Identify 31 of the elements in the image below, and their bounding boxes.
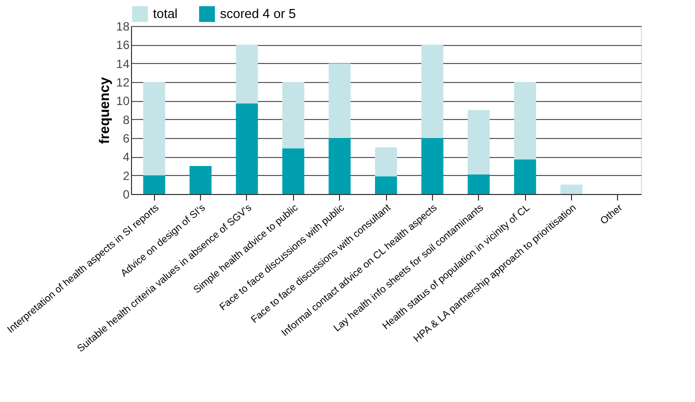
bar — [143, 82, 166, 176]
y-tick-label: 14 — [116, 56, 130, 71]
bar — [514, 159, 536, 194]
bar — [421, 44, 444, 138]
y-tick-label: 2 — [122, 168, 130, 183]
bar — [236, 44, 258, 104]
legend-label: scored 4 or 5 — [220, 6, 296, 22]
y-tick-label: 12 — [116, 76, 130, 90]
y-tick-label: 0 — [122, 188, 130, 202]
bar — [514, 82, 536, 160]
y-tick-label: 4 — [122, 150, 130, 164]
bar — [421, 138, 444, 194]
y-tick-label: 16 — [116, 38, 130, 52]
legend-label: total — [153, 6, 178, 22]
y-tick-label: 8 — [122, 112, 130, 127]
bar — [468, 174, 490, 194]
y-tick-label: 6 — [122, 132, 130, 146]
bar — [560, 184, 582, 194]
bar — [282, 82, 304, 148]
bar — [375, 176, 397, 194]
bar — [328, 63, 351, 138]
bar — [328, 138, 351, 194]
bar — [375, 147, 397, 176]
y-tick-label: 10 — [116, 94, 130, 108]
y-axis-title: frequency — [96, 76, 112, 144]
bar — [468, 110, 490, 174]
bar — [282, 148, 304, 194]
y-tick-label: 18 — [116, 20, 130, 34]
bar — [236, 103, 258, 194]
bar — [143, 175, 166, 194]
bar — [190, 166, 212, 194]
